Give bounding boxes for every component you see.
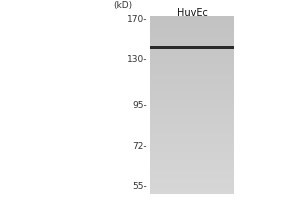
Bar [150, 96, 234, 98]
Bar [150, 125, 234, 127]
Bar [150, 192, 234, 194]
Bar [150, 40, 234, 43]
Bar [150, 114, 234, 116]
Bar [150, 111, 234, 114]
Bar [150, 42, 234, 45]
Bar [150, 46, 234, 49]
Bar [150, 136, 234, 138]
Bar [150, 183, 234, 185]
Bar [150, 31, 234, 34]
Bar [150, 187, 234, 190]
Bar [150, 83, 234, 85]
Bar [150, 87, 234, 89]
Text: 72-: 72- [132, 142, 147, 151]
Bar [150, 185, 234, 187]
Bar [150, 91, 234, 94]
Bar [150, 143, 234, 145]
Bar [150, 147, 234, 149]
Text: 55-: 55- [132, 182, 147, 191]
Bar [150, 74, 234, 76]
Bar [150, 156, 234, 158]
Bar [150, 134, 234, 136]
Bar [150, 145, 234, 147]
Bar [150, 51, 234, 54]
Bar [150, 36, 234, 38]
Bar [150, 89, 234, 92]
Bar [150, 20, 234, 23]
Bar [150, 118, 234, 121]
Text: 130-: 130- [127, 55, 147, 64]
Bar [150, 160, 234, 163]
Bar [150, 127, 234, 129]
Bar [150, 132, 234, 134]
Bar [150, 120, 234, 123]
Bar [150, 34, 234, 36]
Bar [150, 29, 234, 32]
Bar [150, 129, 234, 132]
Text: 170-: 170- [127, 15, 147, 24]
Bar [150, 67, 234, 69]
Bar [150, 49, 234, 52]
Bar [150, 149, 234, 152]
Bar [150, 69, 234, 72]
Bar [150, 158, 234, 161]
Bar [150, 103, 234, 105]
Bar [150, 172, 234, 174]
Bar [150, 140, 234, 143]
Bar [150, 65, 234, 67]
Bar [150, 163, 234, 165]
Bar [150, 27, 234, 29]
Bar [150, 107, 234, 109]
Bar [150, 178, 234, 181]
Bar [150, 76, 234, 78]
Bar [150, 58, 234, 60]
Bar [150, 80, 234, 83]
Bar [150, 138, 234, 141]
Bar [150, 109, 234, 112]
Bar [150, 94, 234, 96]
Text: HuvEc: HuvEc [177, 8, 207, 18]
Bar [150, 123, 234, 125]
Text: (kD): (kD) [113, 1, 132, 10]
Bar [150, 174, 234, 176]
Bar [150, 152, 234, 154]
Bar [150, 154, 234, 156]
Bar [150, 100, 234, 103]
Bar [150, 16, 234, 18]
Bar [150, 25, 234, 27]
Bar [150, 63, 234, 65]
Bar [150, 54, 234, 56]
Bar [150, 60, 234, 63]
Bar [150, 45, 234, 47]
Bar [150, 169, 234, 172]
Bar [150, 78, 234, 81]
Bar [150, 180, 234, 183]
Bar [150, 22, 234, 25]
Bar [150, 71, 234, 74]
Bar [150, 18, 234, 20]
Bar [150, 38, 234, 40]
Bar [150, 167, 234, 170]
Bar [150, 105, 234, 107]
Bar [150, 47, 234, 49]
Bar [150, 176, 234, 178]
Bar [150, 116, 234, 118]
Bar [150, 98, 234, 101]
Bar [150, 165, 234, 167]
Bar [150, 189, 234, 192]
Text: 95-: 95- [132, 101, 147, 110]
Bar [150, 85, 234, 87]
Bar [150, 56, 234, 58]
